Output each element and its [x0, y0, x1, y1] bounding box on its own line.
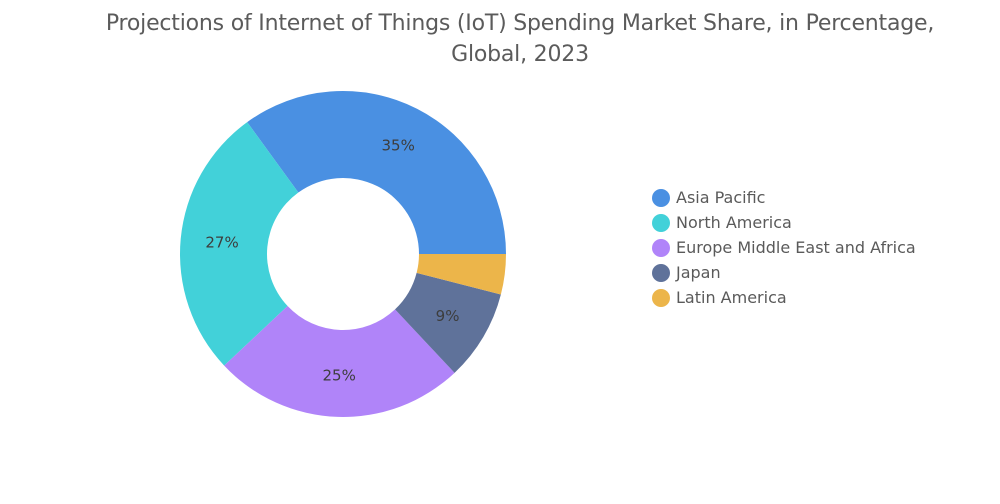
legend-item-asia-pacific[interactable]: Asia Pacific: [652, 185, 916, 210]
slice-north-america[interactable]: [179, 122, 299, 366]
legend-label: North America: [676, 213, 792, 232]
chart-title-line-1: Projections of Internet of Things (IoT) …: [105, 11, 935, 36]
data-label-japan: 9%: [436, 307, 460, 325]
data-label-emea: 25%: [323, 366, 356, 384]
data-label-north-america: 27%: [205, 234, 238, 252]
legend-item-latin-america[interactable]: Latin America: [652, 285, 916, 310]
legend-swatch-emea: [652, 238, 670, 257]
legend: Asia Pacific North America Europe Middle…: [652, 185, 916, 310]
chart-title-line-2: Global, 2023: [451, 42, 589, 67]
legend-label: Europe Middle East and Africa: [676, 238, 916, 257]
legend-swatch-north-america: [652, 213, 670, 232]
legend-label: Latin America: [676, 288, 787, 307]
legend-item-north-america[interactable]: North America: [652, 210, 916, 235]
slice-asia-pacific[interactable]: [247, 91, 506, 254]
legend-label: Asia Pacific: [676, 188, 766, 207]
data-label-asia-pacific: 35%: [381, 137, 414, 155]
legend-swatch-latin-america: [652, 288, 670, 307]
chart-title: Projections of Internet of Things (IoT) …: [0, 8, 1000, 70]
slice-latin-america[interactable]: [416, 254, 506, 295]
legend-item-japan[interactable]: Japan: [652, 260, 916, 285]
legend-swatch-asia-pacific: [652, 188, 670, 207]
slice-emea[interactable]: [224, 306, 455, 417]
legend-swatch-japan: [652, 263, 670, 282]
legend-label: Japan: [676, 263, 721, 282]
legend-item-emea[interactable]: Europe Middle East and Africa: [652, 235, 916, 260]
slice-japan[interactable]: [395, 272, 501, 373]
